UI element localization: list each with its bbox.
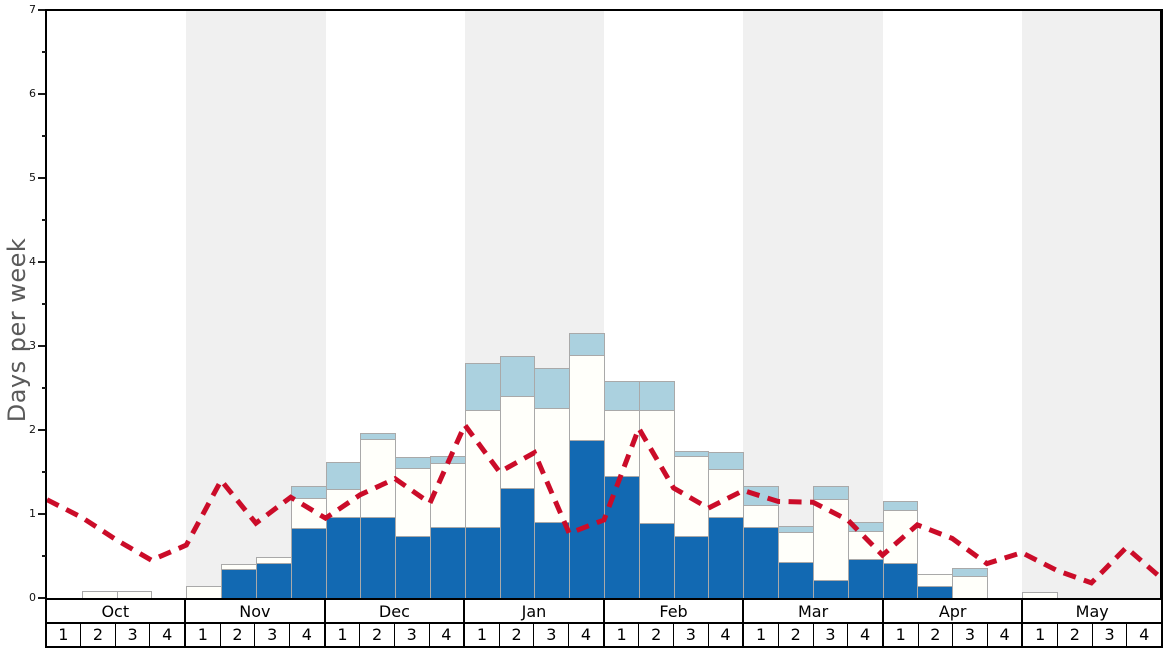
week-cell-May-1: 1 bbox=[1021, 624, 1057, 646]
y-axis-tick-label-1: 1 bbox=[29, 507, 36, 520]
week-cell-Feb-3: 3 bbox=[673, 624, 708, 646]
week-cell-Dec-2: 2 bbox=[359, 624, 394, 646]
month-shading-band-May bbox=[1021, 10, 1161, 598]
week-cell-Nov-1: 1 bbox=[184, 624, 220, 646]
week-cell-Dec-4: 4 bbox=[428, 624, 464, 646]
bar-segment-light-blue-segment-Jan-2 bbox=[499, 356, 536, 398]
bar-segment-light-blue-segment-Apr-3 bbox=[952, 567, 988, 578]
plot-right-border bbox=[1160, 10, 1163, 598]
y-axis-tick-label-6: 6 bbox=[29, 87, 36, 100]
bar-segment-dark-blue-segment-Dec-2 bbox=[360, 516, 397, 599]
week-cell-Mar-1: 1 bbox=[742, 624, 778, 646]
y-axis-major-tick-6 bbox=[38, 93, 45, 95]
y-axis-line bbox=[44, 10, 47, 598]
month-cell-Nov: Nov bbox=[184, 600, 324, 622]
y-axis-major-tick-5 bbox=[38, 177, 45, 179]
week-cell-Apr-3: 3 bbox=[952, 624, 987, 646]
week-cell-Apr-2: 2 bbox=[917, 624, 953, 646]
bar-segment-light-blue-segment-Dec-1 bbox=[325, 461, 362, 490]
y-axis-tick-label-4: 4 bbox=[29, 255, 36, 268]
week-cell-May-4: 4 bbox=[1126, 624, 1161, 646]
month-cell-May: May bbox=[1021, 600, 1161, 622]
bar-segment-light-blue-segment-Apr-1 bbox=[882, 501, 919, 511]
bar-segment-light-blue-segment-Dec-2 bbox=[360, 432, 397, 441]
week-cell-Feb-4: 4 bbox=[707, 624, 743, 646]
month-cell-Mar: Mar bbox=[742, 600, 882, 622]
y-axis-major-tick-2 bbox=[38, 429, 45, 431]
week-cell-Oct-2: 2 bbox=[80, 624, 115, 646]
week-cell-Mar-3: 3 bbox=[812, 624, 848, 646]
week-cell-Jan-1: 1 bbox=[463, 624, 499, 646]
bar-segment-light-blue-segment-Jan-3 bbox=[534, 367, 571, 410]
bar-segment-light-blue-segment-Jan-4 bbox=[569, 333, 605, 357]
month-cell-Apr: Apr bbox=[881, 600, 1022, 622]
month-label-row: Oct Nov Dec Jan Feb Mar Apr May bbox=[44, 598, 1163, 624]
y-axis-minor-tick bbox=[41, 387, 46, 389]
bar-segment-white-segment-Dec-2 bbox=[360, 439, 397, 518]
y-axis-minor-tick bbox=[41, 219, 46, 221]
y-axis-tick-label-0: 0 bbox=[29, 591, 36, 604]
y-axis-major-tick-3 bbox=[38, 345, 45, 347]
y-axis-minor-tick bbox=[41, 471, 46, 473]
month-cell-Oct: Oct bbox=[101, 601, 130, 621]
week-cell-Oct-3: 3 bbox=[114, 624, 150, 646]
y-axis-minor-tick bbox=[41, 555, 46, 557]
week-cell-May-2: 2 bbox=[1057, 624, 1092, 646]
week-cell-Apr-1: 1 bbox=[881, 624, 918, 646]
week-cell-Jan-3: 3 bbox=[533, 624, 568, 646]
y-axis-tick-label-2: 2 bbox=[29, 423, 36, 436]
bar-segment-dark-blue-segment-Feb-3 bbox=[673, 535, 710, 599]
week-cell-Feb-2: 2 bbox=[638, 624, 673, 646]
bar-segment-dark-blue-segment-Mar-1 bbox=[743, 527, 780, 599]
y-axis-major-tick-4 bbox=[38, 261, 45, 263]
week-cell-Dec-1: 1 bbox=[323, 624, 360, 646]
month-cell-Feb: Feb bbox=[602, 600, 743, 622]
y-axis-tick-label-5: 5 bbox=[29, 171, 36, 184]
y-axis-minor-tick bbox=[41, 135, 46, 137]
month-cell-Dec: Dec bbox=[323, 600, 464, 622]
bar-segment-dark-blue-segment-Nov-3 bbox=[255, 562, 292, 599]
y-axis-minor-tick bbox=[41, 51, 46, 53]
y-axis-major-tick-0 bbox=[38, 597, 45, 599]
bar-segment-light-blue-segment-Mar-3 bbox=[812, 486, 849, 500]
bar-segment-light-blue-segment-Feb-2 bbox=[638, 381, 675, 411]
week-cell-Mar-2: 2 bbox=[777, 624, 813, 646]
week-cell-Nov-3: 3 bbox=[254, 624, 289, 646]
plot-top-border bbox=[44, 8, 1163, 11]
week-cell-Nov-4: 4 bbox=[288, 624, 324, 646]
bar-segment-white-segment-Jan-2 bbox=[499, 396, 536, 489]
week-cell-Feb-1: 1 bbox=[602, 624, 639, 646]
y-axis-minor-tick bbox=[41, 303, 46, 305]
red-dashed-line bbox=[45, 420, 1163, 586]
bar-segment-dark-blue-segment-Jan-3 bbox=[534, 522, 571, 599]
bar-segment-dark-blue-segment-Mar-4 bbox=[847, 558, 884, 599]
month-cell-Jan: Jan bbox=[463, 600, 603, 622]
week-cell-Nov-2: 2 bbox=[219, 624, 255, 646]
week-cell-Oct-1: 1 bbox=[58, 625, 69, 645]
week-cell-Apr-4: 4 bbox=[986, 624, 1022, 646]
week-cell-Jan-2: 2 bbox=[498, 624, 534, 646]
bar-segment-dark-blue-segment-Jan-1 bbox=[464, 527, 501, 599]
y-axis-tick-label-3: 3 bbox=[29, 339, 36, 352]
bar-segment-light-blue-segment-Feb-4 bbox=[708, 451, 745, 470]
week-cell-Jan-4: 4 bbox=[568, 624, 603, 646]
week-cell-Dec-3: 3 bbox=[393, 624, 429, 646]
y-axis-major-tick-1 bbox=[38, 513, 45, 515]
y-axis-major-tick-7 bbox=[38, 9, 45, 11]
y-axis-tick-label-7: 7 bbox=[29, 3, 36, 16]
week-cell-Oct-4: 4 bbox=[149, 624, 184, 646]
week-cell-Mar-4: 4 bbox=[847, 624, 882, 646]
week-cell-May-3: 3 bbox=[1091, 624, 1127, 646]
